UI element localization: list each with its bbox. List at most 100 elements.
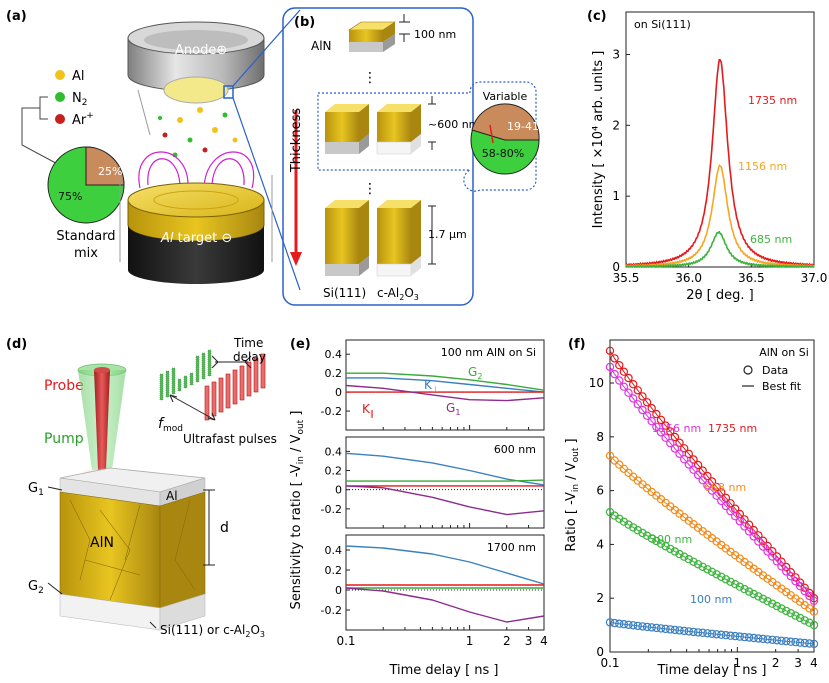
y-tick-label: 8 (596, 430, 604, 444)
data-point (717, 496, 726, 506)
data-point (777, 604, 786, 613)
probe-pulse (232, 369, 238, 405)
data-point (763, 547, 772, 556)
plot-frame (625, 11, 815, 268)
panel-label-b: (b) (294, 15, 315, 30)
pump-pulse (177, 378, 182, 392)
xrd-series-line (625, 230, 815, 269)
subplot-title: 600 nm (494, 443, 536, 456)
y-tick-label: 0.2 (325, 564, 343, 577)
parameter-label: G1 (446, 401, 460, 417)
data-point (707, 486, 717, 495)
mix-label-1: Standard (56, 229, 115, 244)
data-point (605, 451, 615, 460)
variable-callout-frame (317, 81, 537, 192)
panel-c: (c) 35.5 36.0 36.5 37.0 0 1 2 3 2θ [ deg. ] Inten… (587, 9, 827, 303)
y-tick-label: 0.4 (325, 544, 343, 557)
f-xlabel: Time delay [ ns ] (656, 663, 766, 678)
legend-data-icon (743, 365, 753, 375)
probe-pulse (246, 361, 252, 397)
data-point (605, 618, 615, 627)
al-dot-icon (55, 70, 65, 80)
data-point (624, 373, 633, 383)
sensitivity-line (346, 377, 545, 393)
e-xlabel: Time delay [ ns ] (388, 663, 498, 678)
data-point (758, 542, 768, 551)
time-delay-label-2: delay (233, 350, 266, 364)
laser-beams (76, 363, 128, 482)
x-tick-label: 36.0 (675, 271, 702, 285)
data-point (638, 528, 647, 538)
data-point (707, 567, 717, 577)
probe-pulse (218, 377, 224, 413)
data-point (656, 415, 666, 425)
series-label: 668 nm (704, 481, 746, 494)
y-tick-label: 0.2 (325, 367, 343, 380)
y-tick-label: 1 (612, 189, 620, 203)
data-point (740, 522, 749, 531)
data-point (749, 532, 758, 541)
data-point (666, 427, 675, 436)
standard-mix-pie: 25% 75% Standard mix (47, 146, 125, 261)
parameter-label: K⊥ (424, 378, 439, 394)
data-point (731, 512, 740, 521)
e-ylabel: Sensitivity to ratio [ -Vin / Vout ] (289, 411, 306, 610)
parameter-label: G2 (468, 365, 482, 381)
species-legend: Al N2 Ar+ (21, 69, 94, 169)
data-point (786, 609, 796, 618)
g1-label: G1 (28, 481, 44, 498)
data-point (661, 421, 670, 430)
data-point (670, 547, 680, 556)
data-point (652, 422, 661, 431)
data-point (615, 376, 624, 385)
data-point (698, 466, 707, 475)
data-point (782, 567, 791, 576)
sputter-chamber: Anode⊕ (119, 9, 301, 291)
data-point (684, 555, 694, 564)
sensitivity-line (346, 479, 545, 482)
data-point (610, 369, 619, 379)
data-point (703, 481, 712, 490)
data-point (629, 394, 638, 403)
data-point (795, 582, 805, 591)
data-point (642, 531, 652, 540)
data-point (805, 618, 814, 627)
anode-label: Anode⊕ (175, 43, 227, 58)
x-tick-label: 3 (794, 656, 802, 670)
data-point (633, 400, 643, 409)
block-17um-si (325, 200, 369, 276)
x-tick-label: 0.1 (336, 634, 355, 648)
panel-b: (b) AlN 100 nm ⋮ Thickness (282, 7, 549, 306)
data-point (647, 417, 656, 426)
data-point (675, 449, 684, 458)
data-point (749, 589, 758, 599)
particles (158, 107, 238, 158)
data-point (647, 404, 656, 413)
data-point (684, 460, 694, 469)
data-point (689, 455, 698, 464)
aln-label: AlN (311, 39, 332, 53)
x-tick-label: 2 (772, 656, 780, 670)
data-point (809, 620, 819, 630)
fit-line (609, 511, 815, 626)
data-point (693, 460, 703, 470)
block-17um-sapphire (376, 200, 421, 277)
pump-pulse (159, 373, 164, 401)
ar-dot-icon (55, 114, 65, 124)
x-axis-label: 2θ [ deg. ] (686, 288, 753, 303)
panel-label-e: (e) (290, 337, 311, 352)
x-tick-label: 0.1 (600, 656, 619, 670)
subplot-frame (345, 436, 545, 529)
data-point (768, 552, 777, 561)
thickness-label: Thickness (289, 108, 304, 173)
data-point (758, 536, 768, 545)
data-point (615, 460, 624, 469)
probe-pulse (225, 373, 231, 409)
mix-label-2: mix (74, 246, 98, 261)
subplot-frame (345, 534, 545, 631)
chart-annotation: on Si(111) (634, 18, 691, 31)
pump-pulse (195, 355, 200, 383)
xrd-series-label: 1735 nm (748, 94, 797, 107)
xrd-chart: 35.5 36.0 36.5 37.0 0 1 2 3 2θ [ deg. ] Intensity… (591, 11, 827, 303)
